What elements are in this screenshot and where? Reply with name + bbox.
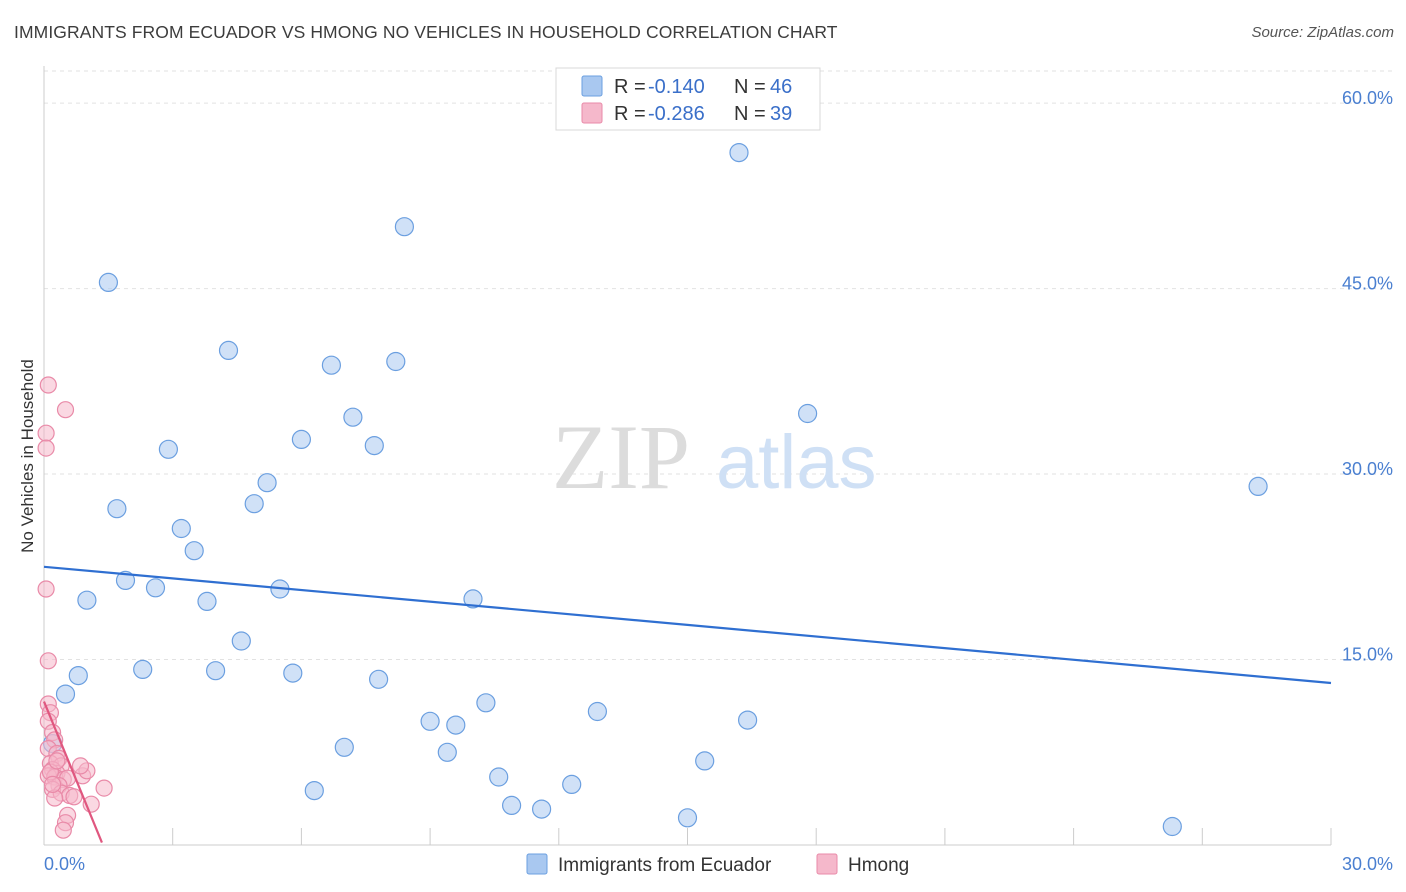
data-point (95, 779, 113, 797)
data-point (386, 351, 406, 372)
data-point (797, 403, 818, 424)
data-point (321, 355, 341, 375)
y-axis-label: No Vehicles in Household (18, 359, 37, 553)
data-point (145, 578, 166, 598)
data-point (115, 570, 136, 591)
legend-top: R = -0.140 N = 46 R = -0.286 N = 39 (555, 67, 821, 131)
trend-line-1 (42, 701, 103, 843)
data-point (446, 715, 466, 735)
y-tick-label: 30.0% (1342, 459, 1393, 479)
data-point (39, 376, 57, 394)
watermark-atlas: atlas (716, 420, 877, 505)
watermark-zip: ZIP (552, 406, 690, 508)
data-point (257, 473, 277, 493)
legend-bottom-swatch-ecuador (526, 853, 548, 875)
data-point (98, 272, 119, 292)
data-point (291, 429, 311, 449)
data-point (304, 780, 324, 801)
data-point (677, 808, 698, 828)
data-point (737, 710, 758, 730)
data-point (37, 424, 55, 442)
data-point (394, 217, 414, 237)
data-point (71, 757, 90, 775)
data-point (420, 711, 440, 731)
data-point (39, 652, 57, 670)
data-point (77, 590, 97, 610)
legend-bottom-label-hmong: Hmong (848, 855, 909, 876)
legend-n-label-hmong: N = (734, 103, 766, 125)
data-point (55, 684, 76, 704)
data-point (695, 751, 715, 771)
data-point (206, 661, 226, 681)
data-point (729, 143, 749, 163)
data-point (231, 631, 251, 651)
data-point (562, 774, 582, 795)
data-point (56, 401, 75, 419)
x-tick-label-right: 30.0% (1342, 854, 1393, 874)
data-point (1162, 816, 1182, 837)
data-point (171, 518, 191, 539)
data-point (197, 591, 217, 612)
data-point (37, 580, 55, 598)
data-point (107, 499, 127, 519)
chart-title: IMMIGRANTS FROM ECUADOR VS HMONG NO VEHI… (14, 22, 838, 42)
data-point (244, 494, 264, 514)
data-point (54, 821, 72, 839)
grid-lines (44, 70, 1392, 661)
data-point (476, 693, 496, 713)
trend-layer (42, 565, 1332, 843)
legend-r-label-ecuador: R = (614, 76, 646, 98)
data-point (218, 340, 239, 360)
data-point (343, 407, 363, 427)
legend-swatch-hmong (581, 102, 603, 124)
legend-r-value-ecuador: -0.140 (648, 76, 705, 98)
y-tick-label: 15.0% (1342, 645, 1393, 665)
trend-line-0 (43, 565, 1332, 685)
y-tick-label: 60.0% (1342, 88, 1393, 108)
data-point (133, 659, 153, 680)
data-point (37, 439, 55, 457)
source-label: Source: ZipAtlas.com (1251, 24, 1394, 41)
y-tick-label: 45.0% (1342, 274, 1393, 294)
data-point (502, 795, 522, 816)
legend-n-label-ecuador: N = (734, 76, 766, 98)
legend-swatch-ecuador (581, 75, 603, 97)
legend-r-label-hmong: R = (614, 103, 646, 125)
legend-r-value-hmong: -0.286 (648, 103, 705, 125)
data-point (587, 701, 608, 722)
legend-n-value-hmong: 39 (770, 103, 792, 125)
y-tick-labels: 15.0% 30.0% 45.0% 60.0% (1342, 88, 1393, 664)
data-point (364, 436, 384, 456)
legend-bottom: Immigrants from Ecuador Hmong (526, 853, 909, 876)
data-point (334, 737, 354, 757)
legend-bottom-swatch-hmong (816, 853, 838, 875)
data-point (65, 788, 83, 806)
x-ticks (172, 828, 1332, 845)
data-point (531, 799, 552, 819)
series-1 (37, 376, 113, 839)
data-point (43, 775, 62, 794)
data-point (369, 669, 389, 689)
data-point (283, 663, 303, 683)
legend-n-value-ecuador: 46 (770, 76, 792, 98)
data-point (68, 665, 88, 686)
data-point (463, 589, 483, 609)
data-point (437, 742, 457, 762)
legend-bottom-label-ecuador: Immigrants from Ecuador (558, 855, 772, 876)
data-point (489, 767, 509, 787)
x-tick-label-left: 0.0% (44, 854, 85, 874)
data-point (48, 752, 66, 770)
data-point (184, 541, 204, 561)
data-point (1248, 476, 1268, 496)
data-point (158, 439, 178, 459)
